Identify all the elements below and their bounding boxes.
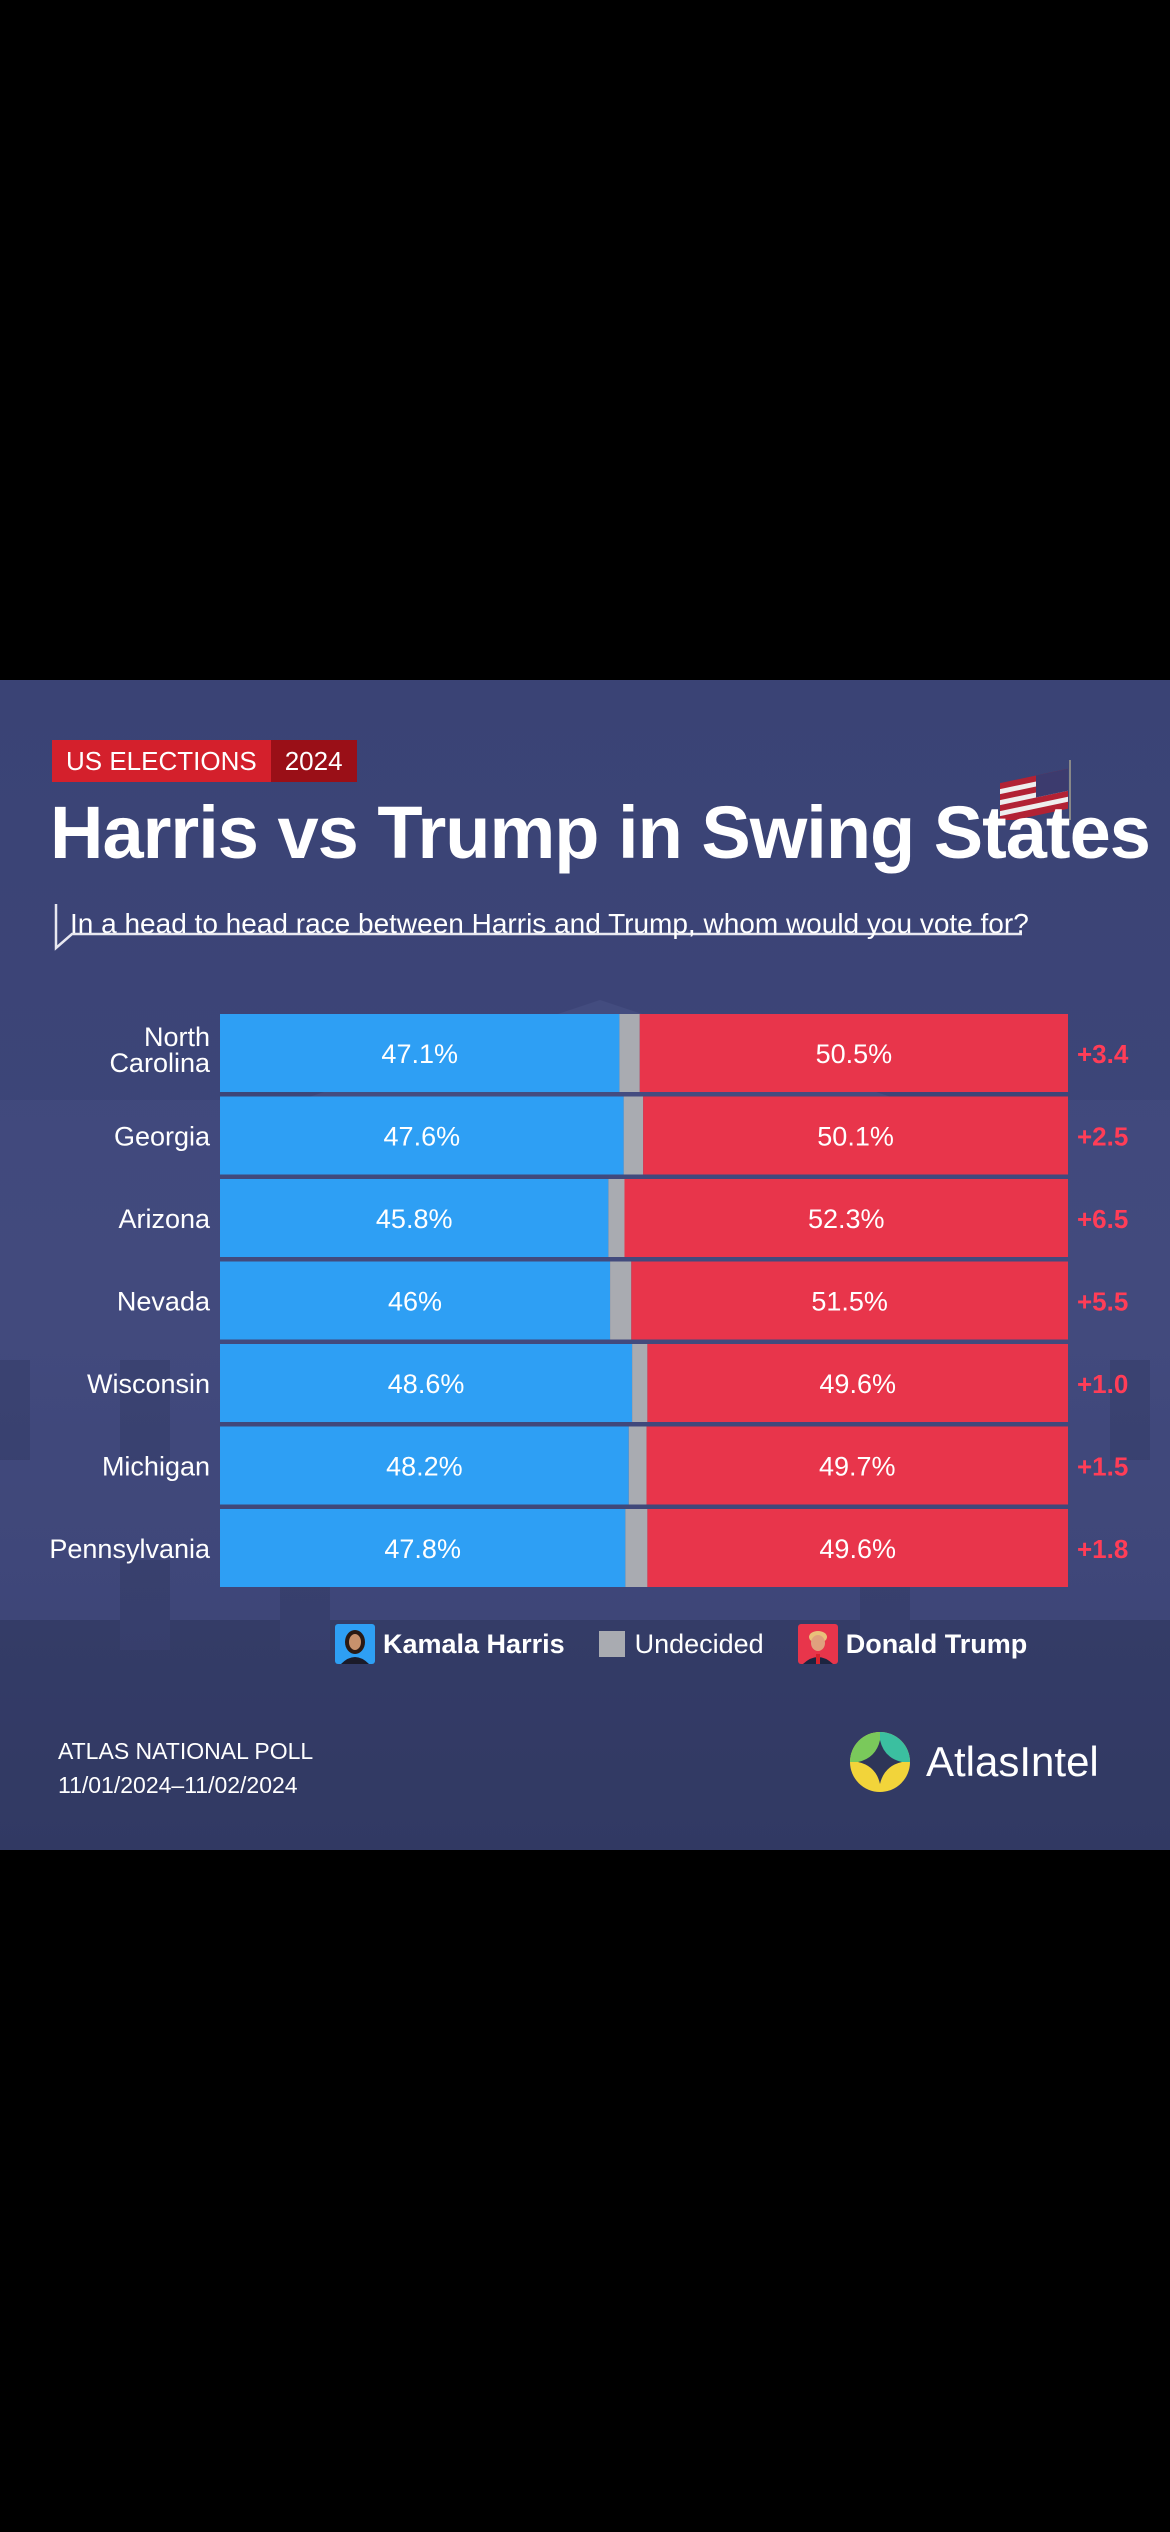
bar-undecided bbox=[610, 1261, 632, 1340]
chart-title: Harris vs Trump in Swing States bbox=[50, 791, 1151, 874]
value-label-trump: 50.5% bbox=[816, 1039, 893, 1069]
margin-label: +5.5 bbox=[1077, 1287, 1128, 1317]
value-label-trump: 49.7% bbox=[819, 1452, 896, 1482]
bar-harris bbox=[220, 1509, 626, 1587]
trump-avatar-icon bbox=[797, 1624, 838, 1664]
subtitle-bracket bbox=[54, 904, 1022, 951]
bar-trump bbox=[647, 1509, 1068, 1587]
legend: Kamala Harris Undecided Donald Trump bbox=[335, 1624, 1061, 1664]
badge-year: 2024 bbox=[270, 740, 357, 782]
value-label-trump: 52.3% bbox=[808, 1204, 885, 1234]
value-label-harris: 47.6% bbox=[384, 1122, 461, 1152]
bar-trump bbox=[639, 1014, 1068, 1092]
badge-label: US ELECTIONS bbox=[52, 740, 271, 782]
margin-label: +6.5 bbox=[1077, 1204, 1128, 1234]
chart-subtitle: In a head to head race between Harris an… bbox=[70, 908, 1029, 939]
state-label: Georgia bbox=[114, 1122, 211, 1152]
state-label: Arizona bbox=[118, 1204, 211, 1234]
margin-label: +1.5 bbox=[1077, 1452, 1128, 1482]
undecided-swatch bbox=[598, 1631, 625, 1657]
state-label: Michigan bbox=[102, 1452, 210, 1482]
value-label-harris: 47.8% bbox=[384, 1534, 461, 1564]
bar-harris bbox=[220, 1426, 629, 1505]
harris-avatar-icon bbox=[335, 1624, 375, 1664]
bar-undecided bbox=[608, 1179, 625, 1257]
value-label-harris: 46% bbox=[388, 1287, 442, 1317]
poll-footer: ATLAS NATIONAL POLL 11/01/2024–11/02/202… bbox=[58, 1734, 313, 1802]
margin-label: +2.5 bbox=[1077, 1122, 1128, 1152]
atlasintel-logo: AtlasIntel bbox=[848, 1730, 1099, 1794]
legend-label-undecided: Undecided bbox=[634, 1628, 764, 1659]
state-label: Pennsylvania bbox=[49, 1534, 211, 1564]
legend-label-trump: Donald Trump bbox=[845, 1628, 1028, 1659]
logo-text: AtlasIntel bbox=[926, 1738, 1099, 1785]
bar-undecided bbox=[625, 1509, 648, 1587]
value-label-harris: 48.2% bbox=[386, 1452, 463, 1482]
bar-harris bbox=[220, 1014, 620, 1092]
value-label-harris: 45.8% bbox=[376, 1204, 453, 1234]
legend-label-harris: Kamala Harris bbox=[383, 1628, 565, 1659]
bar-harris bbox=[220, 1261, 611, 1340]
bar-undecided bbox=[628, 1426, 647, 1505]
value-label-trump: 49.6% bbox=[819, 1369, 896, 1399]
bar-undecided bbox=[623, 1096, 644, 1175]
value-label-trump: 50.1% bbox=[817, 1122, 894, 1152]
state-label: Wisconsin bbox=[87, 1369, 210, 1399]
value-label-trump: 51.5% bbox=[811, 1287, 888, 1317]
poll-card: US ELECTIONS 2024 Harris vs Trump in Swi… bbox=[0, 680, 1170, 1850]
margin-label: +1.0 bbox=[1077, 1369, 1128, 1399]
bar-harris bbox=[220, 1096, 624, 1175]
bar-trump bbox=[646, 1426, 1068, 1505]
bar-trump bbox=[643, 1096, 1068, 1175]
bar-harris bbox=[220, 1179, 609, 1257]
legend-item-harris: Kamala Harris bbox=[335, 1624, 565, 1664]
bar-trump bbox=[647, 1344, 1068, 1422]
value-label-harris: 48.6% bbox=[388, 1369, 465, 1399]
state-label: Carolina bbox=[109, 1048, 211, 1078]
us-flag-icon bbox=[1000, 760, 1071, 820]
legend-item-undecided: Undecided bbox=[598, 1628, 764, 1660]
value-label-harris: 47.1% bbox=[381, 1039, 458, 1069]
state-label: Nevada bbox=[117, 1287, 211, 1317]
bar-trump bbox=[624, 1179, 1068, 1257]
value-label-trump: 49.6% bbox=[819, 1534, 896, 1564]
bar-undecided bbox=[632, 1344, 648, 1422]
poll-name: ATLAS NATIONAL POLL bbox=[58, 1738, 314, 1764]
margin-label: +1.8 bbox=[1077, 1534, 1128, 1564]
atlasintel-logo-icon bbox=[850, 1732, 910, 1792]
bar-harris bbox=[220, 1344, 633, 1422]
legend-item-trump: Donald Trump bbox=[797, 1624, 1028, 1664]
election-badge: US ELECTIONS 2024 bbox=[52, 740, 357, 782]
margin-label: +3.4 bbox=[1077, 1039, 1129, 1069]
bar-trump bbox=[631, 1261, 1068, 1340]
bar-undecided bbox=[619, 1014, 640, 1092]
poll-dates: 11/01/2024–11/02/2024 bbox=[58, 1772, 298, 1798]
state-label: North bbox=[144, 1022, 210, 1052]
